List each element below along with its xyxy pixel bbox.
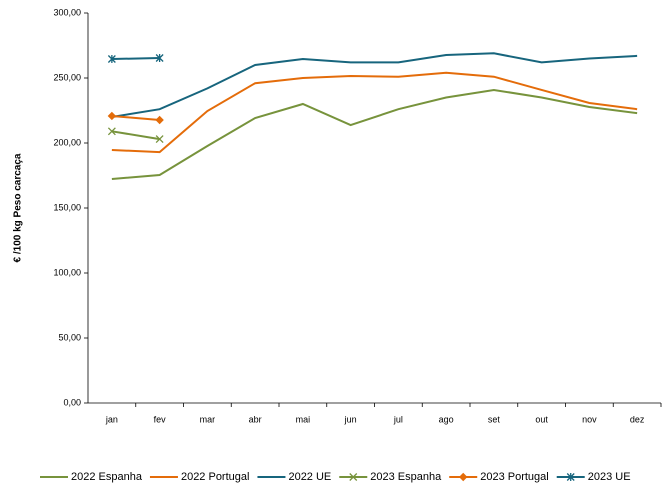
data-point bbox=[155, 135, 164, 144]
data-point bbox=[155, 115, 164, 125]
y-tick-label: 150,00 bbox=[53, 202, 81, 212]
legend-marker bbox=[459, 472, 468, 482]
x-tick-label: dez bbox=[630, 414, 645, 424]
legend: 2022 Espanha 2022 Portugal 2022 UE 2023 Esp… bbox=[40, 471, 631, 483]
legend-label: 2022 UE bbox=[288, 471, 331, 483]
series-line bbox=[111, 52, 638, 118]
x-tick-label: jul bbox=[393, 414, 403, 424]
series-line bbox=[111, 114, 160, 121]
x-tick-label: mar bbox=[200, 414, 216, 424]
data-point bbox=[155, 53, 164, 62]
legend-label: 2022 Espanha bbox=[71, 471, 143, 483]
series-line bbox=[111, 88, 638, 181]
legend-label: 2022 Portugal bbox=[181, 471, 250, 483]
x-tick-label: out bbox=[535, 414, 548, 424]
y-tick-label: 250,00 bbox=[53, 72, 81, 82]
x-tick-label: jan bbox=[105, 414, 118, 424]
legend-marker bbox=[566, 473, 575, 481]
x-tick-label: fev bbox=[154, 414, 167, 424]
series-line bbox=[111, 56, 160, 61]
x-tick-label: abr bbox=[249, 414, 262, 424]
legend-label: 2023 Espanha bbox=[370, 471, 442, 483]
x-tick-label: nov bbox=[582, 414, 597, 424]
x-tick-label: mai bbox=[296, 414, 311, 424]
x-tick-label: set bbox=[488, 414, 501, 424]
x-tick-label: jun bbox=[344, 414, 357, 424]
y-axis-label: € /100 kg Peso carcaça bbox=[13, 153, 24, 262]
y-tick-label: 200,00 bbox=[53, 137, 81, 147]
legend-label: 2023 UE bbox=[588, 471, 631, 483]
x-tick-label: ago bbox=[439, 414, 454, 424]
data-point bbox=[107, 55, 116, 64]
y-tick-label: 100,00 bbox=[53, 267, 81, 277]
legend-marker bbox=[349, 473, 358, 481]
legend-label: 2023 Portugal bbox=[480, 471, 549, 483]
data-point bbox=[107, 127, 116, 136]
y-tick-label: 300,00 bbox=[53, 7, 81, 17]
data-point bbox=[107, 111, 117, 121]
y-tick-label: 50,00 bbox=[58, 332, 81, 342]
series-line bbox=[111, 130, 160, 141]
series-line bbox=[111, 71, 638, 154]
y-tick-label: 0,00 bbox=[63, 397, 81, 407]
